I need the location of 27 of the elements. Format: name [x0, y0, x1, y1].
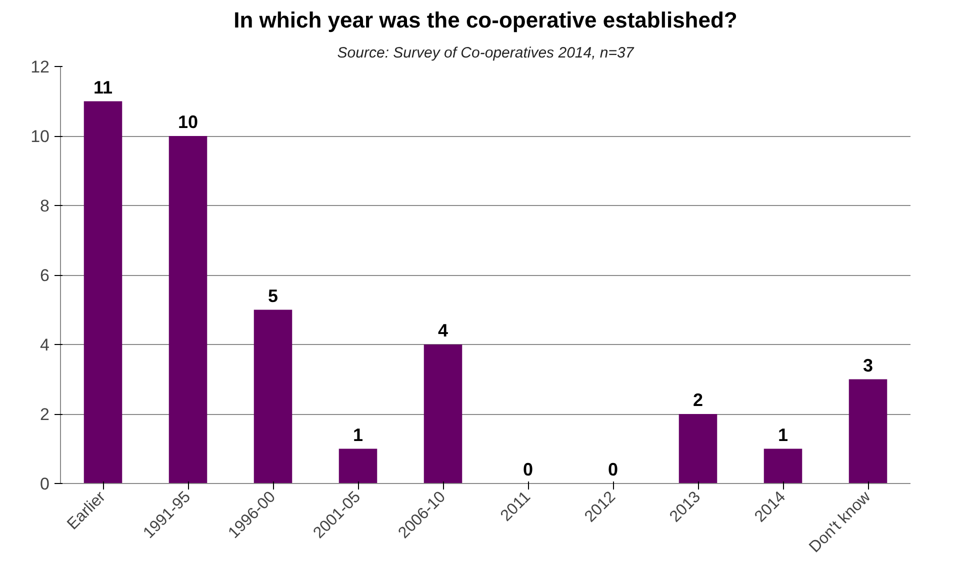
bar [168, 136, 208, 484]
bar [678, 414, 718, 484]
data-label: 5 [268, 286, 278, 306]
chart-title: In which year was the co-operative established? [234, 8, 738, 32]
data-label: 10 [178, 112, 198, 132]
y-tick-label: 12 [30, 58, 50, 76]
data-label: 1 [778, 424, 788, 445]
bar [424, 344, 462, 484]
bar [84, 101, 122, 484]
data-label: 2 [692, 390, 704, 410]
y-tick-label: 0 [40, 474, 50, 494]
data-label: 0 [608, 460, 618, 480]
data-label: 1 [352, 424, 364, 445]
y-tick-label: 10 [30, 127, 50, 146]
bar [254, 310, 292, 484]
data-label: 4 [438, 320, 448, 340]
bar [764, 448, 802, 484]
y-tick-label: 4 [40, 336, 50, 354]
data-label: 11 [93, 77, 113, 98]
data-label: 0 [522, 460, 534, 480]
data-label: 3 [862, 355, 874, 376]
y-tick-label: 2 [40, 405, 50, 424]
chart-subtitle: Source: Survey of Co-operatives 2014, n=37 [337, 44, 634, 62]
y-tick-label: 6 [40, 266, 50, 285]
bar [848, 379, 888, 484]
bar [338, 448, 378, 484]
y-tick-label: 8 [40, 196, 50, 216]
